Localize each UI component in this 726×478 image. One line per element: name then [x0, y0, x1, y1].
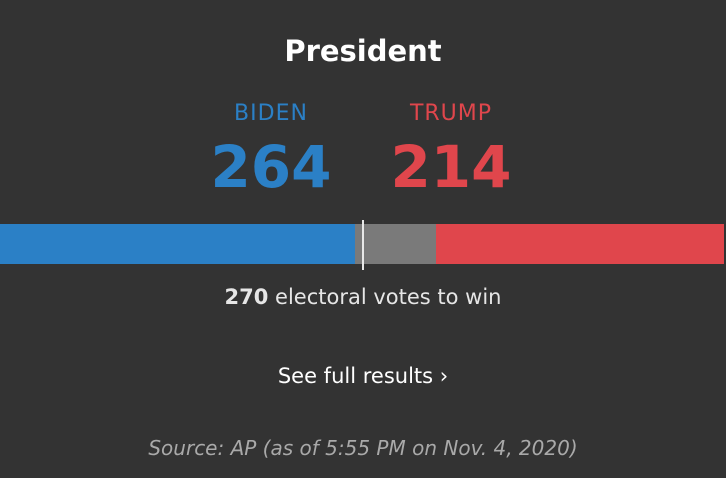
see-full-results-link[interactable]: See full results › — [277, 364, 449, 388]
candidate-trump: TRUMP 214 — [351, 100, 551, 200]
electoral-votes-biden: 264 — [210, 133, 332, 201]
bar-segment-biden — [0, 224, 355, 264]
threshold-text: electoral votes to win — [275, 285, 502, 309]
win-threshold-marker — [362, 220, 364, 270]
candidate-name-trump: TRUMP — [409, 101, 493, 126]
race-title: President — [284, 34, 442, 68]
electoral-votes-trump: 214 — [390, 133, 512, 201]
bar-segment-trump — [436, 224, 724, 264]
candidate-name-biden: BIDEN — [234, 101, 308, 126]
source-note: Source: AP (as of 5:55 PM on Nov. 4, 202… — [148, 436, 578, 460]
win-threshold-label: 270 electoral votes to win — [0, 285, 726, 309]
threshold-number: 270 — [224, 285, 269, 309]
candidate-biden: BIDEN 264 — [171, 100, 371, 200]
